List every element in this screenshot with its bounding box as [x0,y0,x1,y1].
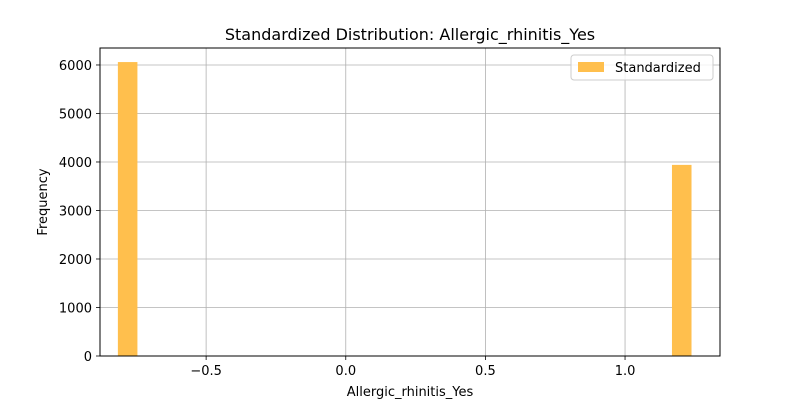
y-tick-label: 6000 [59,59,92,74]
grid-lines [100,48,720,357]
y-tick-label: 3000 [59,204,92,219]
bars [117,62,692,357]
legend-label: Standardized [615,61,701,76]
x-tick-label: 0.5 [475,364,496,379]
legend: Standardized [570,54,714,81]
y-tick-label: 2000 [59,253,92,268]
x-axis-label: Allergic_rhinitis_Yes [347,385,474,400]
y-tick-label: 0 [84,350,92,365]
chart-title: Standardized Distribution: Allergic_rhin… [225,25,595,45]
axis-ticks: −0.5 0.0 0.5 1.0 0 1000 2000 3000 4000 5000 6000 [59,59,635,379]
x-tick-label: 0.0 [335,364,356,379]
legend-swatch [578,62,604,72]
histogram-bar [117,62,138,357]
y-tick-label: 5000 [59,107,92,122]
y-axis-label: Frequency [36,168,51,235]
y-tick-label: 1000 [59,301,92,316]
plot-frame [99,47,721,357]
y-tick-label: 4000 [59,156,92,171]
x-tick-label: −0.5 [190,364,222,379]
histogram-bar [671,164,692,356]
legend-box [570,54,714,81]
x-tick-label: 1.0 [615,364,636,379]
